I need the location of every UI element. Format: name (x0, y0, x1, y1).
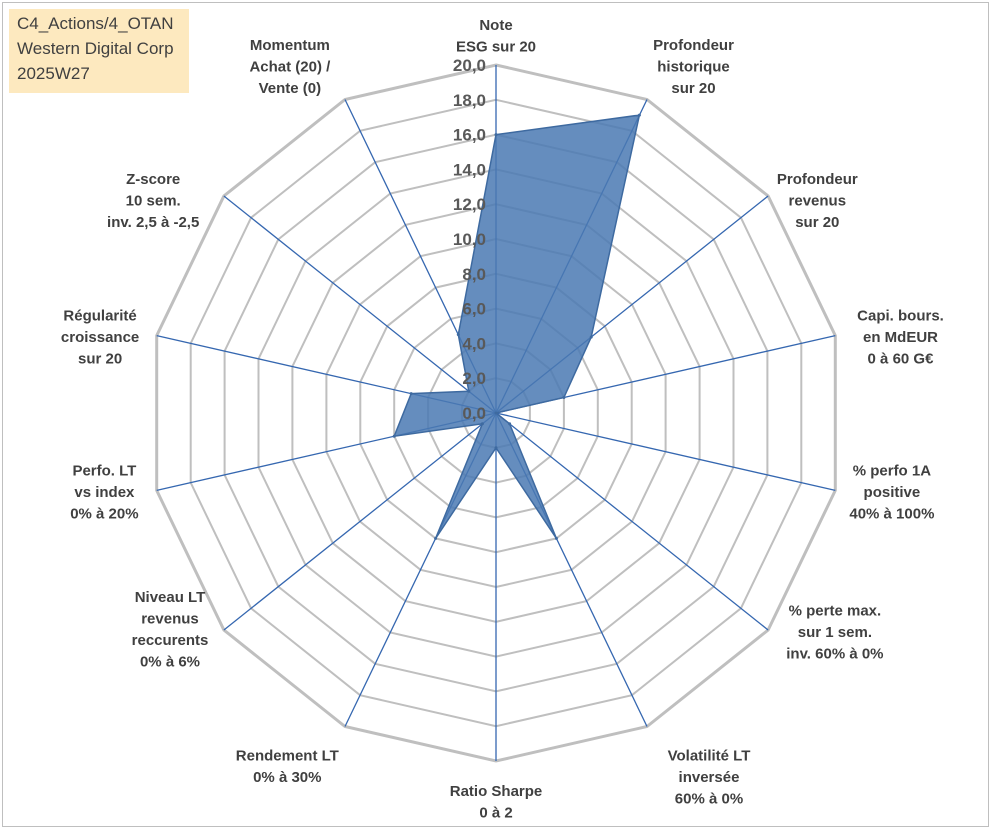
axis-label-line: 10 sem. (126, 193, 181, 210)
axis-label-line: Volatilité LT (668, 747, 751, 764)
axis-label-line: Rendement LT (236, 747, 339, 764)
axis-label-line: revenus (141, 611, 199, 628)
axis-label-line: revenus (789, 193, 847, 210)
tick-label: 10,0 (453, 230, 486, 249)
info-company: Western Digital Corp (17, 39, 174, 58)
series-point (434, 536, 438, 540)
axis-label-line: Profondeur (777, 171, 858, 188)
axis-label: Perfo. LT vs index 0% à 20% (70, 463, 138, 523)
series-point (508, 422, 512, 426)
axis-label-line: sur 20 (671, 80, 715, 97)
axis-label-line: Ratio Sharpe (450, 783, 543, 800)
axis-label-line: Capi. bours. (857, 307, 944, 324)
axis-label-line: positive (864, 484, 921, 501)
axis-label-line: % perte max. (789, 603, 882, 620)
chart-info-box: C4_Actions/4_OTAN Western Digital Corp 2… (9, 9, 189, 93)
axis-label: Profondeur historique sur 20 (653, 37, 734, 97)
series-point (494, 446, 498, 450)
axis-label-line: Note (479, 17, 512, 34)
axis-label-line: ESG sur 20 (456, 39, 536, 56)
axis-label-line: inv. 2,5 à -2,5 (107, 214, 199, 231)
axis-label-line: 40% à 100% (849, 506, 934, 523)
series-point (392, 434, 396, 438)
axis-label-line: sur 20 (78, 350, 122, 367)
series-point (456, 333, 460, 337)
axis-label-line: Profondeur (653, 37, 734, 54)
tick-label: 2,0 (462, 369, 486, 388)
axis-label-line: Achat (20) / (249, 59, 331, 76)
tick-label: 12,0 (453, 195, 486, 214)
axis-label: Ratio Sharpe 0 à 2 (450, 783, 543, 822)
tick-label: 0,0 (462, 404, 486, 423)
tick-label: 16,0 (453, 126, 486, 145)
axis-label-line: Momentum (250, 37, 330, 54)
axis-label: Rendement LT 0% à 30% (236, 747, 339, 786)
radar-axis-labels: Note ESG sur 20 Profondeur historique sur 20… (61, 17, 944, 822)
axis-label-line: Régularité (63, 307, 136, 324)
series-point (494, 411, 498, 415)
axis-label: Capi. bours. en MdEUR 0 à 60 G€ (857, 307, 944, 367)
series-point (480, 422, 484, 426)
axis-label-line: reccurents (132, 632, 209, 649)
series-point (554, 536, 558, 540)
axis-label-line: 0% à 30% (253, 769, 321, 786)
axis-label-line: inversée (679, 769, 740, 786)
axis-label: Niveau LT revenus reccurents 0% à 6% (132, 589, 209, 671)
axis-label-line: 0% à 6% (140, 654, 200, 671)
axis-label-line: Niveau LT (135, 589, 206, 606)
axis-spoke (495, 412, 769, 631)
tick-label: 8,0 (462, 265, 486, 284)
axis-spoke (223, 412, 497, 631)
radar-tick-labels: 0,0 2,0 4,0 6,0 8,0 10,0 12,0 14,0 16,0 18,0 20,0 (453, 56, 486, 423)
tick-label: 20,0 (453, 56, 486, 75)
axis-label-line: croissance (61, 329, 139, 346)
axis-spoke (495, 412, 836, 492)
series-area (393, 114, 641, 539)
axis-label-line: 0 à 2 (479, 805, 512, 822)
axis-label: Profondeur revenus sur 20 (777, 171, 858, 231)
axis-label-line: Perfo. LT (72, 463, 136, 480)
axis-label-line: sur 20 (795, 214, 839, 231)
series-point (637, 113, 641, 117)
axis-label-line: historique (657, 59, 730, 76)
series-point (409, 392, 413, 396)
axis-label-line: 0 à 60 G€ (868, 350, 935, 367)
axis-label-line: Vente (0) (259, 80, 322, 97)
axis-label-line: 0% à 20% (70, 506, 138, 523)
axis-label-line: vs index (74, 484, 135, 501)
axis-label: % perfo 1A positive 40% à 100% (849, 463, 934, 523)
axis-label-line: Z-score (126, 171, 180, 188)
axis-label-line: % perfo 1A (853, 463, 932, 480)
tick-label: 6,0 (462, 300, 486, 319)
info-portfolio: C4_Actions/4_OTAN (17, 14, 174, 33)
axis-label: % perte max. sur 1 sem. inv. 60% à 0% (786, 603, 883, 663)
series-point (494, 133, 498, 137)
axis-label: Momentum Achat (20) / Vente (0) (249, 37, 331, 97)
axis-label: Z-score 10 sem. inv. 2,5 à -2,5 (107, 171, 199, 231)
series-point (589, 335, 593, 339)
axis-label: Note ESG sur 20 (456, 17, 536, 56)
axis-label-line: inv. 60% à 0% (786, 646, 883, 663)
info-week: 2025W27 (17, 64, 90, 83)
series-point (467, 389, 471, 393)
axis-spoke (223, 195, 497, 414)
tick-label: 14,0 (453, 160, 486, 179)
axis-label-line: sur 1 sem. (798, 624, 872, 641)
axis-label-line: 60% à 0% (675, 790, 743, 807)
axis-label: Régularité croissance sur 20 (61, 307, 139, 367)
tick-label: 18,0 (453, 91, 486, 110)
axis-label-line: en MdEUR (863, 329, 938, 346)
axis-label: Volatilité LT inversée 60% à 0% (668, 747, 751, 807)
tick-label: 4,0 (462, 334, 486, 353)
radar-series (392, 113, 641, 540)
series-point (562, 396, 566, 399)
